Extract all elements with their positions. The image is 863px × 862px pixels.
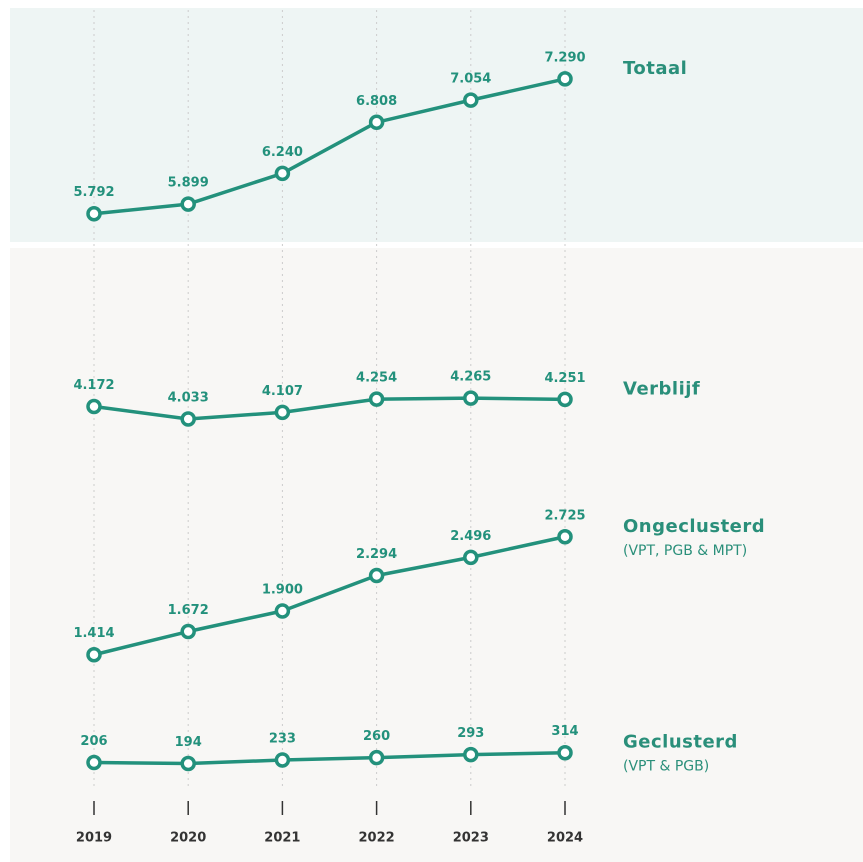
data-point xyxy=(180,411,196,427)
data-label: 2.496 xyxy=(450,529,491,544)
data-point xyxy=(180,196,196,212)
data-point xyxy=(274,603,291,619)
series-name: Geclusterd xyxy=(623,732,738,753)
data-label: 1.414 xyxy=(73,626,114,641)
data-point xyxy=(368,749,385,766)
series-line xyxy=(93,750,566,766)
x-tick-label: 2022 xyxy=(359,831,395,846)
detail-panel xyxy=(10,248,863,862)
data-label: 4.254 xyxy=(356,371,397,386)
data-point xyxy=(86,205,102,222)
x-tick-label: 2023 xyxy=(453,831,489,846)
data-point xyxy=(463,390,479,406)
data-point xyxy=(557,391,573,408)
data-point xyxy=(86,754,102,771)
data-label: 4.033 xyxy=(168,391,209,406)
x-tick-label: 2021 xyxy=(264,831,300,846)
series-note: (VPT & PGB) xyxy=(623,759,709,775)
series-name: Totaal xyxy=(623,58,687,79)
data-point xyxy=(274,752,291,768)
data-label: 7.054 xyxy=(450,72,491,87)
data-label: 1.900 xyxy=(262,583,303,598)
x-tick-label: 2020 xyxy=(170,831,206,846)
data-point xyxy=(368,114,385,131)
data-label: 4.265 xyxy=(450,370,491,385)
data-point xyxy=(180,755,196,772)
data-point xyxy=(463,549,479,566)
data-label: 314 xyxy=(551,724,578,739)
x-tick-label: 2024 xyxy=(547,831,583,846)
data-point xyxy=(86,646,102,663)
data-label: 5.899 xyxy=(168,176,209,191)
series-name: Ongeclusterd xyxy=(623,516,765,537)
series-line xyxy=(93,535,566,657)
data-label: 6.240 xyxy=(262,145,303,160)
data-label: 4.172 xyxy=(73,378,114,393)
data-label: 194 xyxy=(175,735,202,750)
data-label: 4.251 xyxy=(544,371,585,386)
data-label: 7.290 xyxy=(544,50,585,65)
data-label: 233 xyxy=(269,732,296,747)
data-point xyxy=(86,398,102,415)
series-note: (VPT, PGB & MPT) xyxy=(623,543,747,559)
data-label: 260 xyxy=(363,729,390,744)
data-point xyxy=(274,165,291,182)
data-point xyxy=(557,744,573,761)
total-panel xyxy=(10,8,863,242)
data-label: 2.294 xyxy=(356,547,397,562)
data-point xyxy=(463,92,479,108)
series-line xyxy=(93,396,566,421)
data-label: 2.725 xyxy=(544,508,585,523)
data-point xyxy=(368,567,385,584)
data-label: 206 xyxy=(80,734,107,749)
series-line xyxy=(93,77,566,216)
data-point xyxy=(180,623,196,640)
data-label: 5.792 xyxy=(73,185,114,200)
data-label: 4.107 xyxy=(262,384,303,399)
series-name: Verblijf xyxy=(623,378,700,399)
data-label: 1.672 xyxy=(168,603,209,618)
data-label: 293 xyxy=(457,726,484,741)
data-point xyxy=(463,746,479,763)
data-point xyxy=(557,529,573,545)
x-tick-label: 2019 xyxy=(76,831,112,846)
data-label: 6.808 xyxy=(356,94,397,109)
data-point xyxy=(274,404,291,421)
data-point xyxy=(368,391,385,407)
data-point xyxy=(557,71,573,87)
